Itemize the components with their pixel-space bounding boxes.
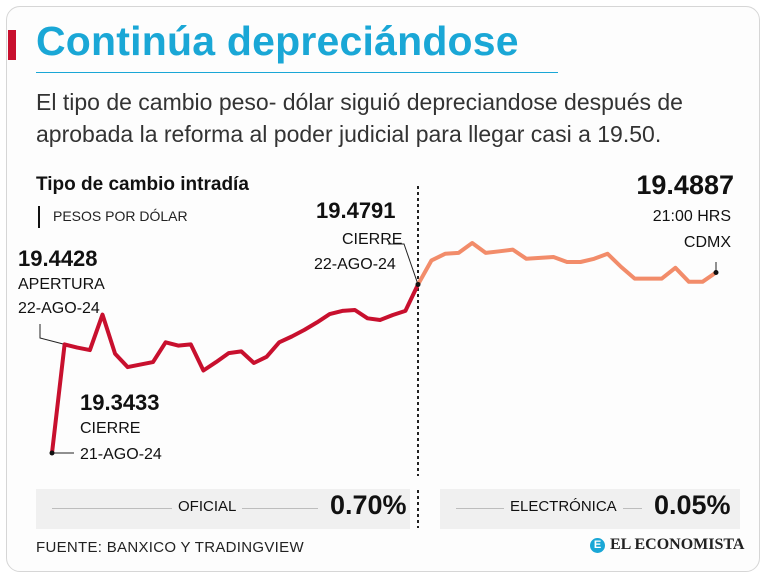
annotation-latest-value: 19.4887 — [636, 170, 734, 200]
official-label: OFICIAL — [172, 498, 243, 515]
page-title: Continúa depreciándose — [36, 18, 519, 64]
annotation-close-value: 19.4791 — [316, 198, 396, 223]
open-leader-line — [39, 324, 65, 345]
title-accent-bar — [8, 30, 16, 60]
brand-mark-icon: E — [590, 537, 605, 553]
annotation-open-date: 22-AGO-24 — [18, 300, 100, 317]
official-value: 0.70% — [330, 490, 407, 520]
annotation-open-label: APERTURA — [18, 276, 105, 293]
brand-logo: E EL ECONOMISTA — [590, 536, 744, 554]
infographic-card — [6, 6, 760, 572]
chart-title: Tipo de cambio intradía — [36, 174, 249, 195]
brand-name: EL ECONOMISTA — [610, 536, 745, 553]
series-line-oficial — [50, 282, 420, 455]
close-prev-point — [49, 450, 55, 456]
close-point — [415, 281, 421, 287]
source-note: FUENTE: BANXICO Y TRADINGVIEW — [36, 539, 304, 556]
page-subtitle: El tipo de cambio peso- dólar siguió dep… — [36, 89, 683, 147]
annotation-close-prev-label: CIERRE — [80, 420, 141, 437]
electronic-label: ELECTRÓNICA — [504, 498, 623, 515]
title-rule — [36, 72, 558, 73]
annotation-open-value: 19.4428 — [18, 246, 98, 271]
annotation-close-label: CIERRE — [342, 231, 403, 248]
y-axis-units: PESOS POR DÓLAR — [53, 208, 188, 224]
electronic-value: 0.05% — [654, 490, 731, 520]
annotation-close-date: 22-AGO-24 — [314, 256, 396, 273]
latest-point — [713, 270, 719, 276]
annotation-latest-time: 21:00 HRS — [652, 208, 731, 225]
close-leader-line — [388, 243, 419, 285]
annotation-latest-place: CDMX — [683, 234, 731, 251]
annotation-close-prev-value: 19.3433 — [80, 390, 160, 415]
series-line-electronica — [416, 241, 718, 287]
units-marker — [38, 206, 40, 228]
annotation-close-prev-date: 21-AGO-24 — [80, 446, 162, 463]
